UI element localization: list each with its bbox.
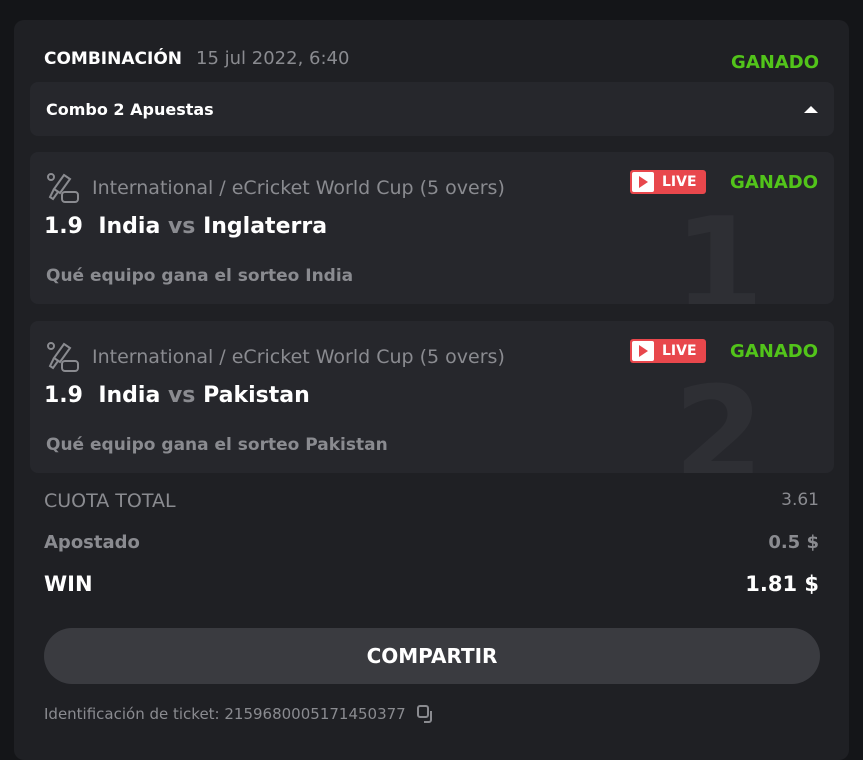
event-name: International / eCricket World Cup (5 ov…: [92, 177, 505, 199]
status-badge: GANADO: [730, 172, 818, 193]
bet-type: COMBINACIÓN: [44, 49, 182, 69]
bet-item: 2 International / eCricket World Cup (5 …: [30, 321, 834, 473]
copy-icon[interactable]: [416, 704, 436, 724]
combo-toggle[interactable]: Combo 2 Apuestas: [30, 82, 834, 136]
live-badge: LIVE: [630, 339, 706, 363]
bet-item: 1 International / eCricket World Cup (5 …: [30, 152, 834, 304]
bet-number: 1: [673, 189, 764, 304]
combo-label: Combo 2 Apuestas: [46, 99, 214, 119]
live-badge: LIVE: [630, 170, 706, 194]
total-odds-row: CUOTA TOTAL 3.61: [44, 490, 819, 512]
selection: Qué equipo gana el sorteo Pakistan: [46, 435, 388, 455]
stake-row: Apostado 0.5 $: [44, 532, 819, 553]
play-icon: [632, 172, 654, 192]
bet-date: 15 jul 2022, 6:40: [196, 48, 350, 69]
header: COMBINACIÓN 15 jul 2022, 6:40 GANADO: [44, 48, 819, 73]
play-icon: [632, 341, 654, 361]
triangle-up-icon: [804, 105, 818, 113]
ticket-id: Identificación de ticket: 21596800051714…: [44, 704, 436, 724]
share-button[interactable]: COMPARTIR: [44, 628, 820, 684]
status-badge: GANADO: [731, 52, 819, 73]
bet-card: COMBINACIÓN 15 jul 2022, 6:40 GANADO Com…: [14, 20, 849, 760]
match: 1.9 India vs Pakistan: [44, 383, 310, 408]
status-badge: GANADO: [730, 341, 818, 362]
match: 1.9 India vs Inglaterra: [44, 214, 328, 239]
ecricket-icon: [47, 173, 79, 203]
ecricket-icon: [47, 342, 79, 372]
selection: Qué equipo gana el sorteo India: [46, 266, 354, 286]
win-row: WIN 1.81 $: [44, 572, 819, 596]
bet-number: 2: [673, 358, 764, 473]
event-name: International / eCricket World Cup (5 ov…: [92, 346, 505, 368]
